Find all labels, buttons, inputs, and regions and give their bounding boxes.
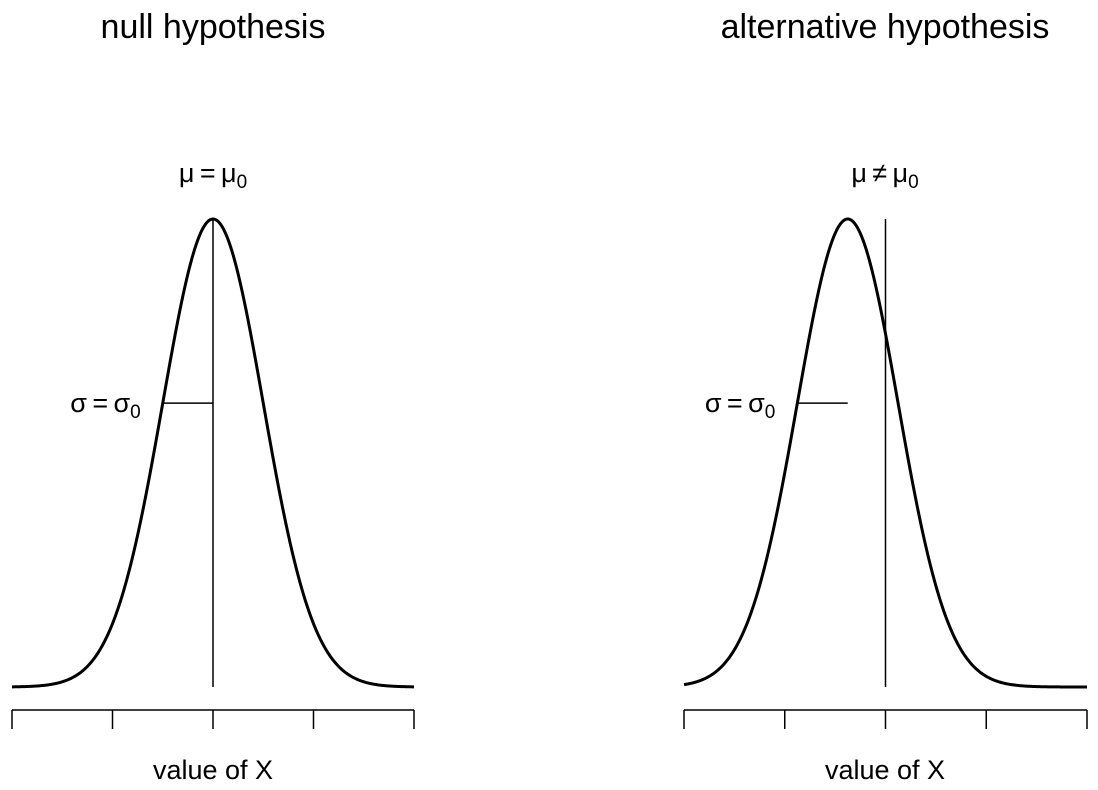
x-axis-label: value of X [153,755,273,785]
panel-title: alternative hypothesis [721,8,1050,46]
label-ref: μ [221,158,237,188]
label-symbol: σ [70,388,87,418]
label-subscript: 0 [237,172,248,193]
label-subscript: 0 [765,402,776,423]
label-symbol: μ [179,158,195,188]
label-ref: σ [114,388,131,418]
label-symbol: μ [851,158,867,188]
label-relation: = [722,388,749,418]
label-ref: μ [893,158,909,188]
label-relation: = [194,158,221,188]
label-relation: = [87,388,114,418]
label-relation: ≠ [867,158,893,188]
label-ref: σ [748,388,765,418]
sd-label: σ = σ0 [70,388,141,423]
label-subscript: 0 [130,402,141,423]
label-subscript: 0 [908,172,919,193]
x-axis-label: value of X [825,755,945,785]
panel-title: null hypothesis [101,8,326,46]
label-symbol: σ [705,388,722,418]
mean-label: μ = μ0 [179,158,247,193]
sd-label: σ = σ0 [705,388,776,423]
mean-label: μ ≠ μ0 [851,158,918,193]
